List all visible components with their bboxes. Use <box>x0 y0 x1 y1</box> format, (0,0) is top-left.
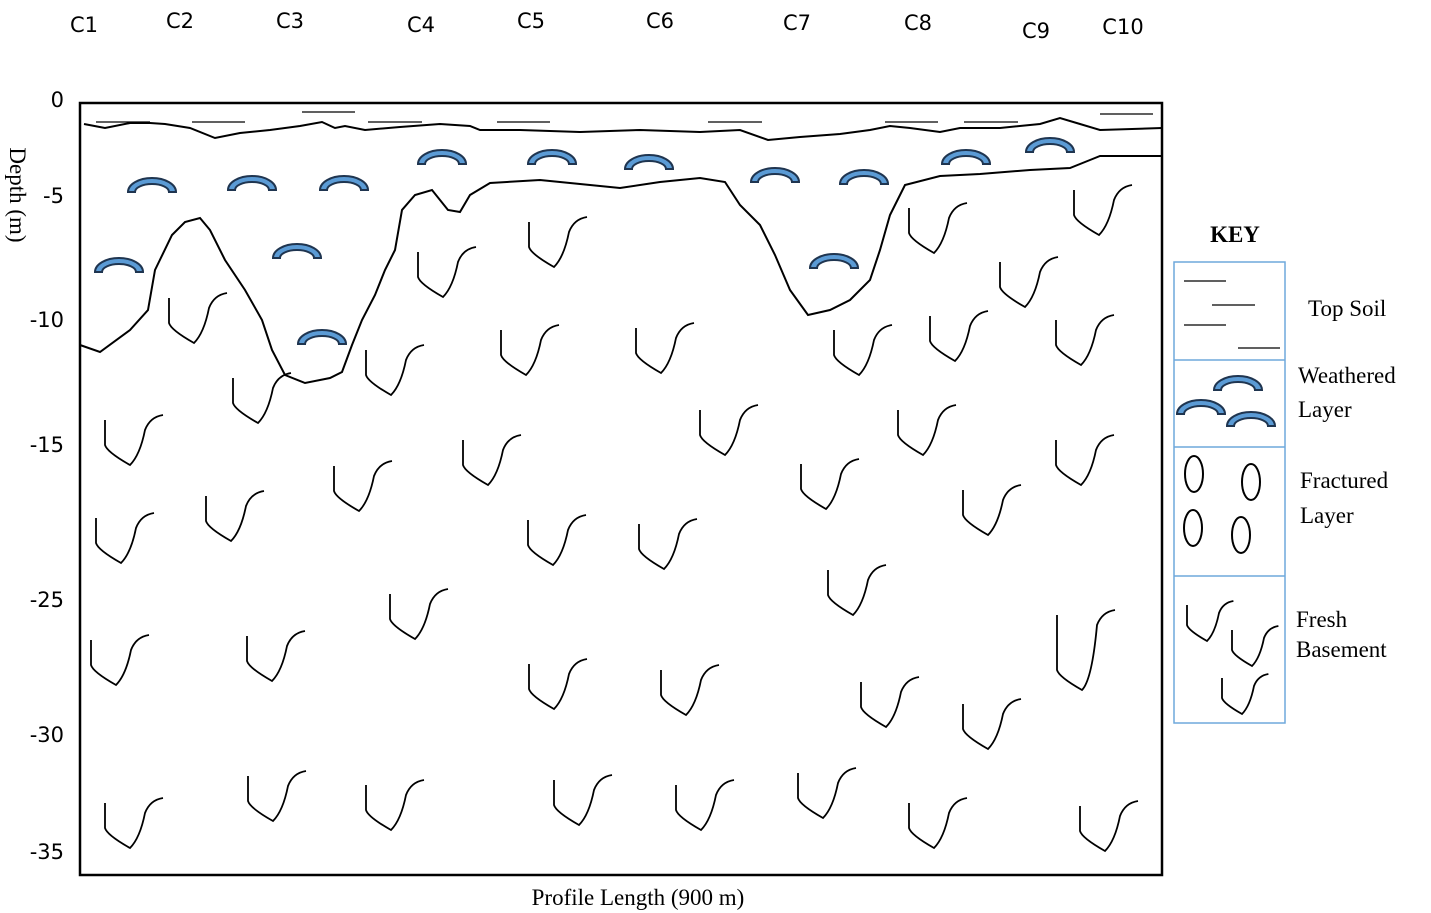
basement-symbol <box>417 246 477 299</box>
basement-symbol <box>553 774 613 827</box>
basement-symbol <box>635 322 695 375</box>
basement-symbol <box>247 770 307 823</box>
basement-symbol <box>1055 314 1115 367</box>
weathered-boundary <box>79 155 1162 385</box>
weathered-symbol <box>1225 411 1277 427</box>
weathered-symbol <box>226 175 278 191</box>
weathered-symbol <box>126 177 178 193</box>
column-label: C5 <box>517 9 545 33</box>
column-label: C3 <box>276 9 304 33</box>
basement-symbol <box>232 372 292 425</box>
basement-symbol <box>929 310 989 363</box>
column-label: C2 <box>166 9 194 33</box>
basement-symbol <box>827 564 887 617</box>
column-label: C6 <box>646 9 674 33</box>
key-label: Basement <box>1296 637 1387 662</box>
basement-symbol <box>962 698 1022 751</box>
basement-symbol <box>833 324 893 377</box>
weathered-symbol <box>1175 399 1227 415</box>
basement-symbol <box>1079 800 1139 853</box>
column-label: C7 <box>783 11 811 35</box>
basement-symbol <box>800 458 860 511</box>
weathered-symbol <box>749 167 801 183</box>
weathered-symbol <box>271 243 323 259</box>
depth-label: -15 <box>30 433 64 457</box>
weathered-symbol <box>1212 375 1264 391</box>
basement-symbol <box>246 630 306 683</box>
basement-symbol <box>1055 434 1115 487</box>
column-label: C10 <box>1102 15 1143 39</box>
basement-symbol <box>528 216 588 269</box>
weathered-symbol <box>93 257 145 273</box>
column-label: C9 <box>1022 19 1050 43</box>
key-label: Fractured <box>1300 468 1389 493</box>
weathered-symbol <box>940 149 992 165</box>
basement-symbol <box>90 634 150 687</box>
basement-symbol <box>462 434 522 487</box>
depth-label: -25 <box>30 588 64 612</box>
basement-symbol <box>638 518 698 571</box>
key-label: Weathered <box>1298 363 1396 388</box>
basement-symbol <box>1231 625 1279 668</box>
depth-label: -35 <box>30 840 64 864</box>
basement-symbol <box>168 292 228 345</box>
weathered-symbol <box>808 253 860 269</box>
depth-label: -5 <box>43 184 64 208</box>
key-box <box>1173 261 1286 724</box>
basement-symbol <box>205 490 265 543</box>
basement-symbol <box>1221 673 1269 716</box>
basement-symbol <box>908 202 968 255</box>
key-label: Layer <box>1300 503 1354 528</box>
key-fractured-ellipses <box>1183 455 1261 554</box>
weathered-symbol <box>1024 137 1076 153</box>
y-axis-title: Depth (m) <box>5 147 30 242</box>
basement-symbol <box>527 514 587 567</box>
depth-label: -30 <box>30 723 64 747</box>
basement-symbol <box>675 779 735 832</box>
basement-symbol <box>104 414 164 467</box>
basement-symbol <box>999 256 1059 309</box>
weathered-symbol <box>296 329 348 345</box>
basement-symbol <box>333 460 393 513</box>
basement-symbol <box>500 324 560 377</box>
basement-symbol <box>95 512 155 565</box>
basement-symbol <box>1186 600 1234 643</box>
basement-symbol <box>365 344 425 397</box>
basement-symbol <box>962 484 1022 537</box>
column-label: C8 <box>904 11 932 35</box>
weathered-symbol <box>318 175 370 191</box>
basement-symbol <box>365 779 425 832</box>
basement-symbol <box>389 588 449 641</box>
basement-symbol <box>1056 609 1116 692</box>
weathered-symbol <box>526 149 578 165</box>
key-title: KEY <box>1210 222 1260 247</box>
weathered-symbol <box>838 169 890 185</box>
basement-symbol <box>860 676 920 729</box>
basement-symbol <box>660 664 720 717</box>
frame <box>78 101 1164 877</box>
basement-symbol <box>104 797 164 850</box>
weathered-symbol <box>416 149 468 165</box>
depth-label: -10 <box>30 308 64 332</box>
key-label: Top Soil <box>1308 296 1386 321</box>
key-label: Fresh <box>1296 607 1348 632</box>
basement-symbol <box>1073 184 1133 237</box>
basement-symbol <box>797 767 857 820</box>
depth-label: 0 <box>51 88 64 112</box>
column-label: C4 <box>407 13 435 37</box>
basement-symbol <box>528 658 588 711</box>
key-topsoil-dashes <box>1184 280 1280 349</box>
weathered-symbol <box>623 154 675 170</box>
x-axis-title: Profile Length (900 m) <box>532 885 745 910</box>
column-label: C1 <box>70 13 98 37</box>
key-label: Layer <box>1298 397 1352 422</box>
basement-symbol <box>908 797 968 850</box>
basement-symbol <box>897 404 957 457</box>
basement-symbol <box>699 404 759 457</box>
topsoil-boundary <box>83 116 1163 142</box>
